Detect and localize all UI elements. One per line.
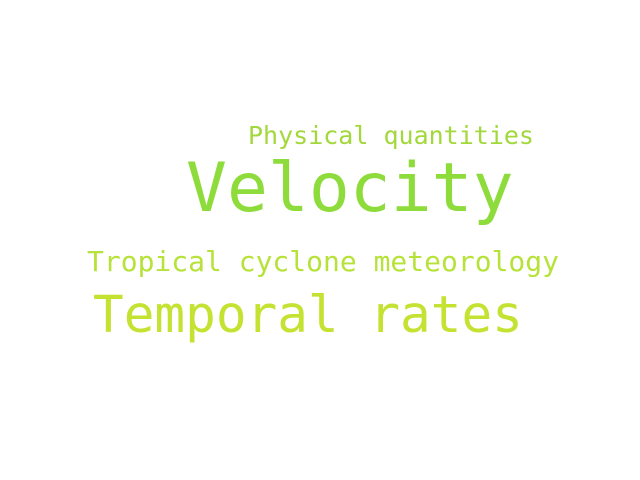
word-physical-quantities: Physical quantities <box>248 121 534 150</box>
word-temporal-rates: Temporal rates <box>93 286 523 345</box>
word-velocity: Velocity <box>186 149 514 228</box>
word-tropical-cyclone-meteorology: Tropical cyclone meteorology <box>87 245 560 278</box>
